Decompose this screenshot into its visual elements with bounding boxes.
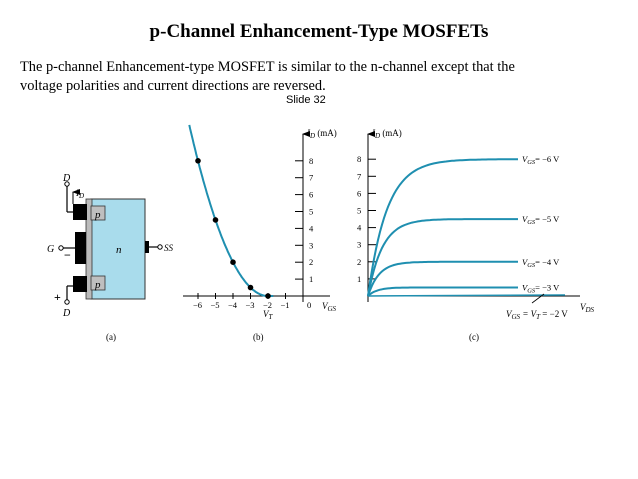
figure-a-device: p p n D ID G − + D SS (a)	[47, 173, 174, 342]
figure-c-x-label: VDS	[580, 302, 595, 314]
p-region-top	[90, 205, 106, 221]
figure-b-x-tick-label: −2	[263, 300, 272, 310]
figure-b-y-tick-label: 6	[309, 190, 313, 200]
figure-c-y-tick-label: 5	[357, 206, 361, 216]
slide-number: Slide 32	[286, 94, 326, 106]
figure-c-curve-label: VGS= −6 V	[522, 154, 560, 166]
figure-b-y-tick-label: 3	[309, 240, 313, 250]
drain-bottom-contact	[73, 276, 87, 292]
figure-b-y-tick-label: 7	[309, 173, 313, 183]
page-title: p-Channel Enhancement-Type MOSFETs	[149, 21, 489, 42]
figure-c-curve-label: VGS= −5 V	[522, 214, 560, 226]
figure-b-x-label: VGS	[322, 301, 337, 313]
figure-c-y-tick-label: 6	[357, 188, 361, 198]
figure-b-transfer-curve: ID (mA) VGS VT 8 7 6 5 4 3 2 1 −6 −5 −4 −3 −2 −1 0 (b…	[183, 124, 337, 342]
figure-b-vt-label: VT	[263, 309, 274, 321]
figure-c-curve	[367, 260, 518, 297]
figure-c-curve	[367, 218, 518, 297]
figure-b-data-point	[195, 158, 201, 164]
figure-b-x-tick-label: −1	[281, 300, 290, 310]
figure-a-caption: (a)	[106, 332, 116, 342]
figure-c-y-tick-label: 3	[357, 240, 361, 250]
drain-top-label: D	[62, 173, 71, 184]
figure-b-data-point	[247, 284, 254, 291]
figure-c-y-tick-label: 2	[357, 257, 361, 267]
figure-b-data-point	[230, 259, 236, 266]
gate-label: G	[47, 244, 54, 255]
figure-b-x-tick-label: −6	[193, 300, 202, 310]
gate-contact	[75, 232, 86, 264]
figure-c-curve-label: VGS= −4 V	[522, 257, 560, 269]
n-body-label: n	[116, 244, 122, 256]
figure-b-caption: (b)	[253, 332, 264, 342]
figure-b-x-tick-label: −3	[246, 300, 255, 310]
figure-c-y-tick-label: 1	[357, 274, 361, 284]
gate-minus-sign: −	[64, 248, 71, 262]
figure-c-y-label: ID (mA)	[371, 128, 402, 140]
current-id-label: ID	[75, 188, 84, 200]
p-top-label: p	[94, 209, 101, 221]
description: The p-channel Enhancement-type MOSFET is…	[20, 58, 620, 96]
figure-b-data-point	[265, 293, 271, 299]
figure-b-x-tick-label: 0	[307, 300, 311, 310]
figure-c-vt-curve	[367, 294, 566, 297]
figure-b-data-point	[212, 217, 219, 223]
figure-c-caption: (c)	[469, 332, 479, 342]
drain-plus-sign: +	[54, 290, 61, 304]
figure-b-curve	[188, 124, 274, 297]
description-line-2: voltage polarities and current direction…	[20, 78, 326, 94]
drain-top-contact	[73, 204, 87, 220]
figure-c-curve	[367, 286, 518, 297]
p-region-bottom	[90, 275, 106, 291]
figure-b-y-tick-label: 1	[309, 274, 313, 284]
figure-b-y-tick-label: 8	[309, 156, 313, 166]
figure-b-y-tick-label: 5	[309, 207, 313, 217]
substrate-label: SS	[164, 243, 174, 253]
substrate-contact	[145, 241, 149, 253]
p-bottom-label: p	[94, 279, 101, 291]
figure-c-drain-curves: ID (mA) VDS 8 7 6 5 4 3 2 1 VGS= −6 V VGS= −5 V V…	[357, 128, 595, 342]
figure-b-x-tick-label: −4	[228, 300, 238, 310]
figure-c-y-tick-label: 4	[357, 223, 362, 233]
figure-c-curve	[367, 158, 518, 297]
figure-b-y-tick-label: 2	[309, 257, 313, 267]
figure-b-y-label: ID (mA)	[306, 128, 337, 140]
figure-c-y-tick-label: 7	[357, 171, 361, 181]
figure-b-x-tick-label: −5	[211, 300, 220, 310]
drain-bottom-label: D	[62, 308, 71, 319]
description-line-1: The p-channel Enhancement-type MOSFET is…	[20, 59, 515, 75]
figure-c-curve-label: VGS= −3 V	[522, 282, 560, 294]
figure-c-vt-label: VGS = VT = −2 V	[506, 309, 568, 321]
figure-c-y-tick-label: 8	[357, 154, 361, 164]
figure-b-y-tick-label: 4	[309, 223, 314, 233]
